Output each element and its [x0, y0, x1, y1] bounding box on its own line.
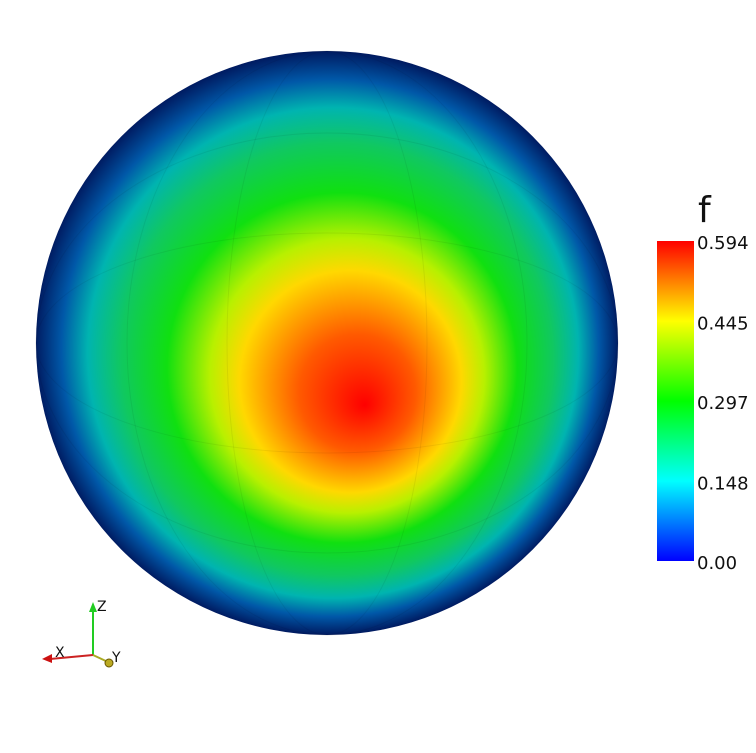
sphere-facets [35, 50, 619, 636]
colorbar-tick-label: 0.594 [697, 233, 749, 254]
z-arrow [89, 602, 97, 612]
colorbar [657, 241, 694, 561]
sphere [36, 51, 618, 635]
x-label: X [55, 645, 65, 661]
colorbar-title: f [698, 190, 712, 231]
colorbar-tick-label: 0.297 [697, 393, 749, 414]
z-label: Z [97, 599, 107, 615]
y-label: Y [111, 650, 121, 666]
x-arrow [42, 654, 52, 663]
x-axis [49, 654, 94, 660]
colorbar-tick-label: 0.148 [697, 473, 749, 494]
orientation-axes: Z X Y [42, 599, 121, 668]
y-arrow [104, 658, 114, 668]
colorbar-tick-label: 0.00 [697, 553, 737, 574]
colorbar-tick-label: 0.445 [697, 313, 749, 334]
